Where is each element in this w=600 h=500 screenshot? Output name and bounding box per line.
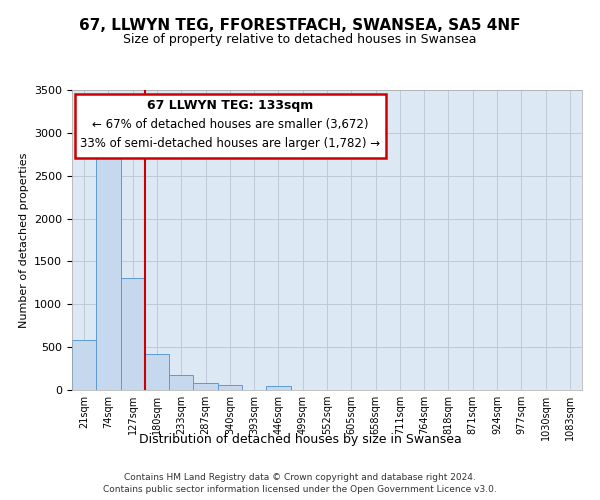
FancyBboxPatch shape: [74, 94, 386, 158]
Bar: [145, 354, 169, 390]
Text: 67 LLWYN TEG: 133sqm: 67 LLWYN TEG: 133sqm: [147, 99, 313, 112]
Y-axis label: Number of detached properties: Number of detached properties: [19, 152, 29, 328]
Bar: [169, 375, 193, 390]
Text: Contains HM Land Registry data © Crown copyright and database right 2024.: Contains HM Land Registry data © Crown c…: [124, 472, 476, 482]
Bar: [266, 386, 290, 390]
Bar: [193, 383, 218, 390]
Text: Size of property relative to detached houses in Swansea: Size of property relative to detached ho…: [123, 32, 477, 46]
Text: Contains public sector information licensed under the Open Government Licence v3: Contains public sector information licen…: [103, 485, 497, 494]
Text: 33% of semi-detached houses are larger (1,782) →: 33% of semi-detached houses are larger (…: [80, 136, 380, 149]
Bar: [72, 340, 96, 390]
Text: Distribution of detached houses by size in Swansea: Distribution of detached houses by size …: [139, 432, 461, 446]
Text: ← 67% of detached houses are smaller (3,672): ← 67% of detached houses are smaller (3,…: [92, 118, 368, 130]
Text: 67, LLWYN TEG, FFORESTFACH, SWANSEA, SA5 4NF: 67, LLWYN TEG, FFORESTFACH, SWANSEA, SA5…: [79, 18, 521, 32]
Bar: [218, 386, 242, 390]
Bar: [121, 278, 145, 390]
Bar: [96, 142, 121, 390]
